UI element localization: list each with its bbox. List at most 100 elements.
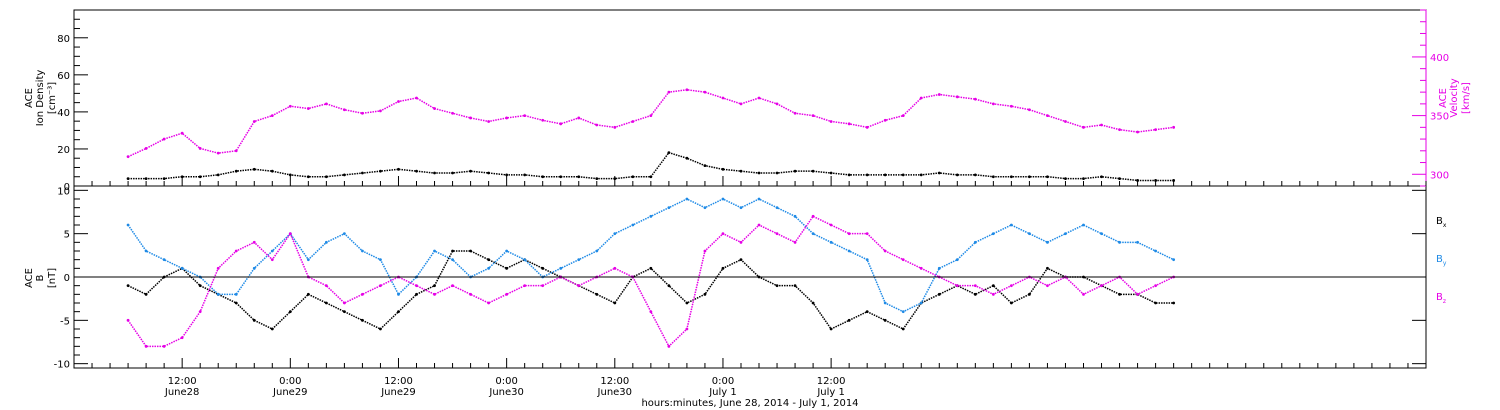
density-point [469, 169, 472, 173]
velocity-point [505, 116, 509, 120]
velocity-point [757, 96, 761, 100]
bz-point [667, 344, 671, 348]
by-point [216, 292, 220, 296]
bx-point [1154, 301, 1157, 305]
bx-point [865, 310, 869, 314]
bx-point [198, 284, 202, 288]
velocity-point [595, 123, 599, 127]
velocity-point [631, 120, 635, 123]
velocity-point [865, 125, 869, 129]
density-point [595, 177, 599, 180]
velocity-point [721, 96, 725, 100]
velocity-point [847, 122, 851, 126]
velocity-point [541, 118, 545, 122]
bx-point [829, 327, 833, 331]
bz-point [234, 249, 238, 253]
density-point [288, 173, 292, 177]
by-point [1046, 240, 1049, 244]
density-point [379, 169, 382, 173]
by-point [1028, 232, 1031, 236]
velocity-point [379, 109, 382, 113]
by-point [649, 214, 653, 218]
bz-point [1082, 292, 1085, 296]
by-point [919, 301, 923, 305]
bx-point [397, 310, 400, 314]
by-point [631, 223, 635, 227]
density-point [991, 175, 995, 179]
bz-point [739, 240, 743, 244]
bx-point [739, 258, 743, 262]
x-tick-time-label: 12:00 [168, 376, 197, 387]
velocity-point [667, 90, 671, 94]
density-point [252, 167, 256, 171]
by-point [883, 301, 887, 305]
by-point [252, 266, 256, 270]
density-point [631, 175, 635, 179]
field-axis-title: ACE B [nT] [24, 268, 58, 288]
by-point [811, 232, 815, 236]
velocity-tick-label: 350 [1430, 112, 1449, 123]
density-title-line-1: ACE [24, 88, 35, 108]
bz-point [324, 284, 328, 288]
velocity-title-line-2: Velocity [1449, 78, 1460, 117]
bz-point [685, 327, 689, 331]
bx-point [234, 301, 238, 305]
density-point [1009, 175, 1013, 179]
legend-by: By [1436, 254, 1447, 267]
bx-point [793, 284, 797, 288]
bz-point [1009, 284, 1013, 288]
bx-point [415, 292, 418, 296]
density-point [901, 173, 905, 177]
bz-point [198, 310, 202, 314]
density-title-line-2: Ion Density [35, 70, 46, 127]
bz-point [270, 258, 274, 262]
by-point [126, 223, 130, 227]
density-tick-label: 60 [57, 71, 70, 82]
by-point [685, 197, 689, 201]
legend-bz-sub: z [1443, 298, 1446, 305]
velocity-point [162, 137, 166, 141]
bz-point [487, 301, 491, 305]
bx-point [685, 301, 689, 305]
bz-series-line [127, 215, 1174, 348]
velocity-point [343, 108, 346, 112]
bx-point [361, 318, 364, 322]
by-point [595, 249, 599, 253]
density-title-line-3: [cm⁻³] [47, 82, 58, 114]
velocity-point [1118, 128, 1121, 132]
bx-point [126, 284, 130, 288]
bx-point [595, 292, 599, 296]
legend-bx: Bx [1436, 216, 1447, 229]
velocity-point [955, 95, 959, 99]
bz-point [901, 258, 905, 262]
density-point [739, 169, 743, 173]
velocity-point [180, 131, 184, 135]
by-point [162, 258, 166, 262]
density-point [234, 169, 238, 173]
velocity-point [829, 120, 833, 123]
bz-point [1154, 284, 1157, 288]
bz-point [288, 232, 292, 236]
by-point [433, 249, 436, 253]
velocity-point [1136, 130, 1139, 134]
bz-point [577, 284, 581, 288]
density-point [451, 171, 454, 175]
by-point [397, 292, 400, 296]
velocity-point [144, 147, 148, 150]
velocity-series-line [127, 89, 1174, 158]
velocity-point [991, 102, 995, 106]
x-tick-time-label: 0:00 [279, 376, 301, 387]
bx-point [487, 258, 491, 262]
bx-point [1028, 292, 1031, 296]
by-point [667, 206, 671, 210]
bx-point [991, 284, 995, 288]
legend-by-sub: y [1443, 260, 1447, 267]
density-point [1082, 177, 1085, 180]
bz-point [703, 249, 707, 253]
x-tick-time-label: 12:00 [600, 376, 629, 387]
density-point [721, 167, 725, 171]
density-point [216, 173, 220, 177]
bz-point [883, 249, 887, 253]
by-point [865, 258, 869, 262]
bx-point [775, 284, 779, 288]
